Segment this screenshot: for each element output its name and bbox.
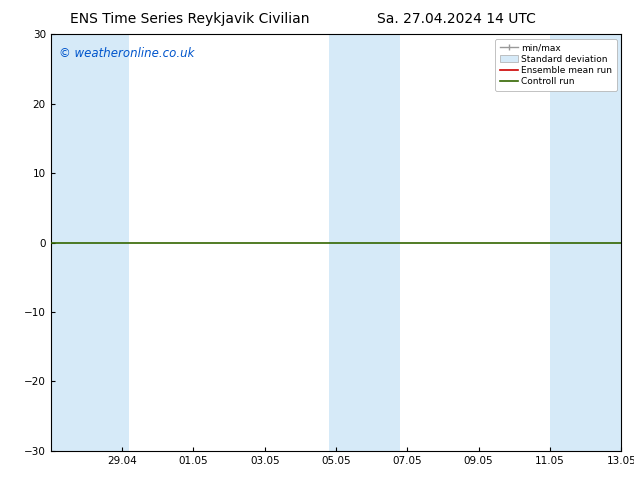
Bar (93, 34, 129, 451)
Bar (365, 34, 400, 451)
Text: ENS Time Series Reykjavik Civilian: ENS Time Series Reykjavik Civilian (70, 12, 310, 26)
Bar (550, 34, 586, 451)
Text: Sa. 27.04.2024 14 UTC: Sa. 27.04.2024 14 UTC (377, 12, 536, 26)
Text: © weatheronline.co.uk: © weatheronline.co.uk (59, 47, 195, 60)
Bar (51, 34, 93, 451)
Legend: min/max, Standard deviation, Ensemble mean run, Controll run: min/max, Standard deviation, Ensemble me… (495, 39, 617, 91)
Bar (329, 34, 365, 451)
Bar (586, 34, 621, 451)
